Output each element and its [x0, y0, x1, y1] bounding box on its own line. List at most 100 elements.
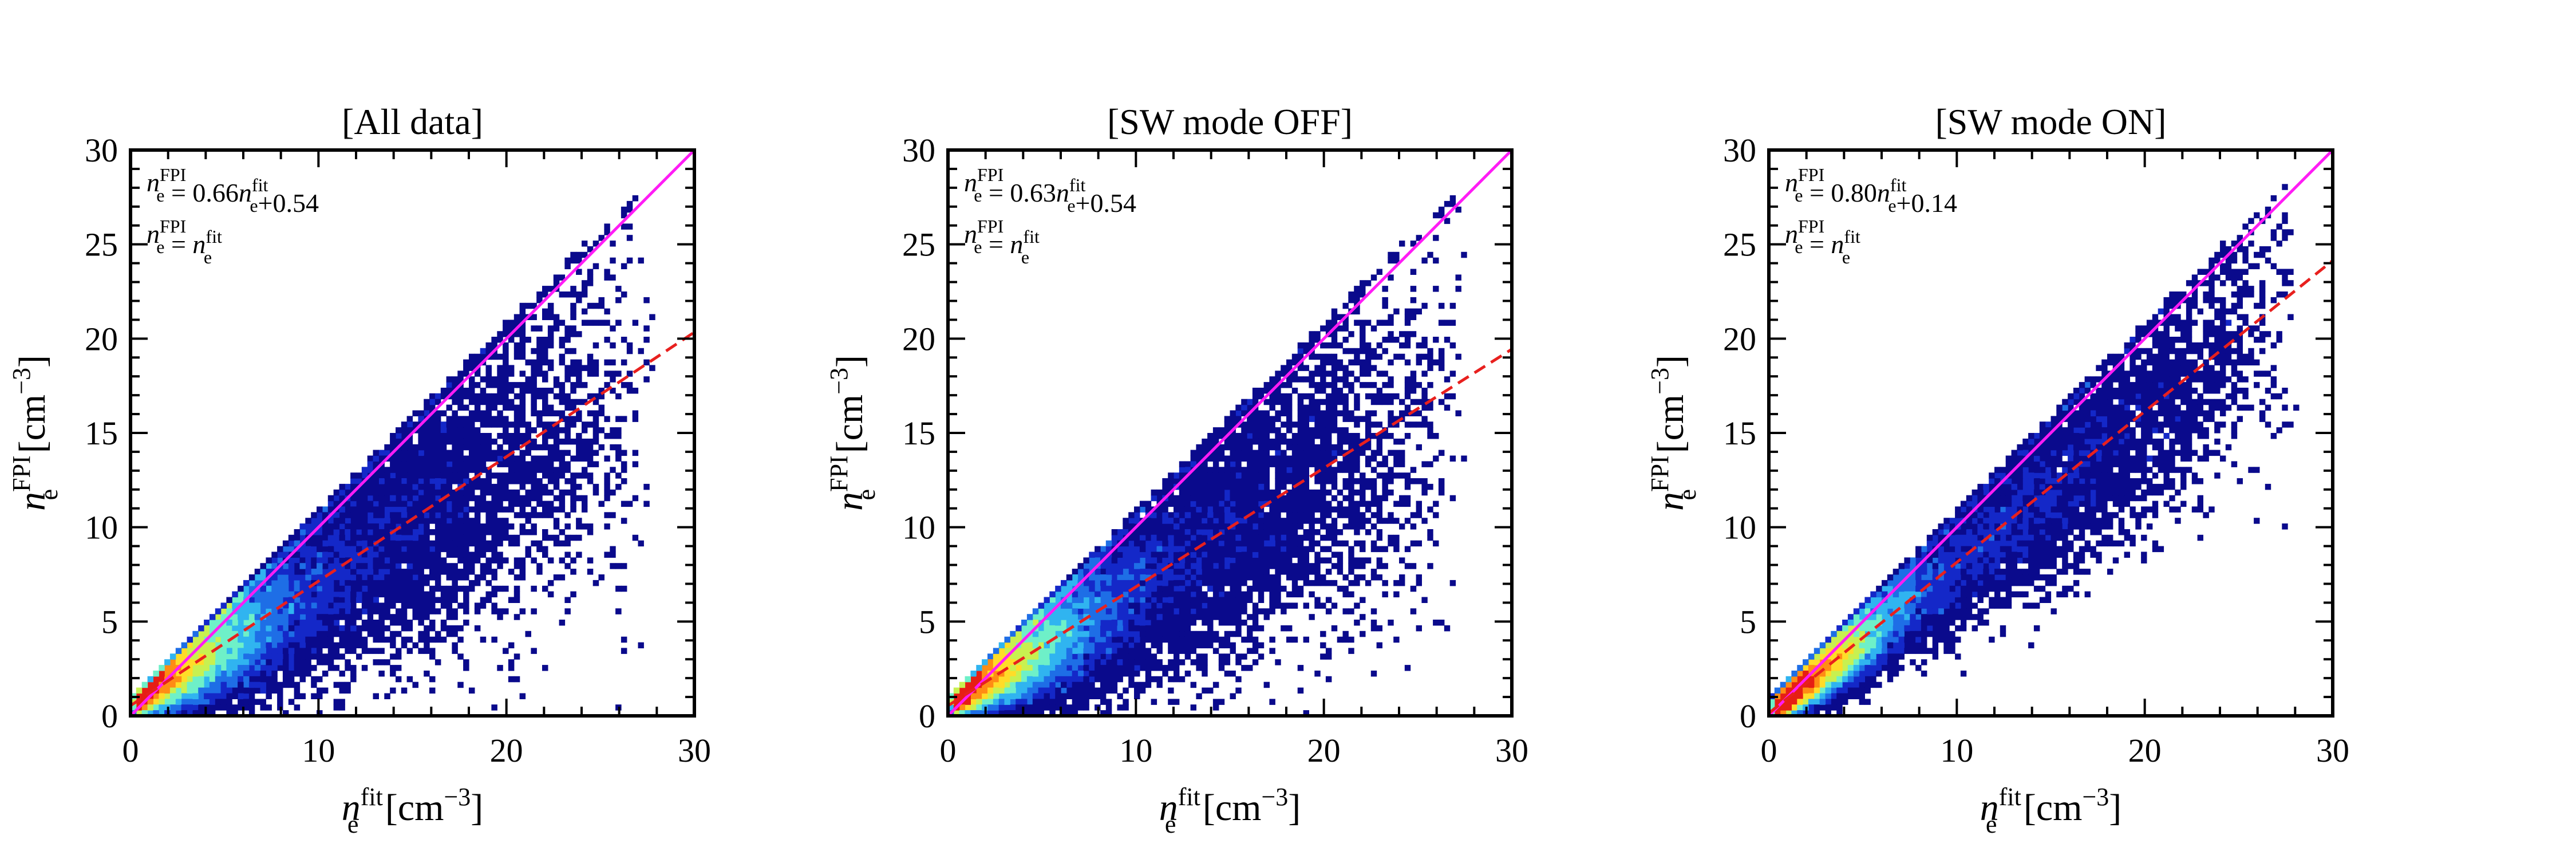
- heatmap-cell: [282, 659, 289, 665]
- heatmap-cell: [390, 591, 396, 598]
- heatmap-cell: [1072, 608, 1078, 614]
- heatmap-cell: [1179, 483, 1186, 490]
- heatmap-cell: [1212, 540, 1219, 547]
- heatmap-cell: [1281, 534, 1287, 541]
- heatmap-cell: [1230, 483, 1236, 490]
- heatmap-cell: [204, 648, 210, 654]
- heatmap-cell: [434, 472, 441, 479]
- heatmap-cell: [542, 489, 548, 496]
- heatmap-cell: [1281, 455, 1287, 462]
- heatmap-cell: [1190, 642, 1196, 649]
- heatmap-cell: [356, 585, 362, 592]
- heatmap-cell: [491, 506, 497, 513]
- heatmap-cell: [378, 512, 385, 518]
- heatmap-cell: [1416, 501, 1422, 507]
- heatmap-cell: [536, 348, 543, 354]
- heatmap-cell: [1202, 653, 1208, 660]
- heatmap-cell: [463, 540, 469, 547]
- heatmap-cell: [350, 506, 357, 513]
- heatmap-cell: [1224, 540, 1231, 547]
- heatmap-cell: [604, 455, 610, 462]
- heatmap-cell: [434, 478, 441, 484]
- heatmap-cell: [1083, 648, 1089, 654]
- heatmap-cell: [288, 659, 295, 665]
- heatmap-cell: [396, 557, 402, 564]
- heatmap-cell: [204, 631, 210, 637]
- heatmap-cell: [1224, 416, 1231, 422]
- heatmap-cell: [333, 489, 340, 496]
- heatmap-cell: [485, 444, 492, 451]
- heatmap-cell: [271, 580, 278, 586]
- heatmap-cell: [406, 540, 413, 547]
- heatmap-cell: [446, 421, 453, 428]
- heatmap-cell: [282, 546, 289, 553]
- heatmap-cell: [434, 631, 441, 637]
- heatmap-cell: [1196, 631, 1202, 637]
- heatmap-cell: [1252, 551, 1259, 558]
- heatmap-cell: [1174, 614, 1180, 620]
- heatmap-cell: [1404, 308, 1411, 315]
- heatmap-cell: [350, 478, 357, 484]
- heatmap-cell: [282, 569, 289, 575]
- heatmap-cell: [1325, 676, 1332, 683]
- heatmap-cell: [1179, 534, 1186, 541]
- heatmap-cell: [1095, 620, 1101, 626]
- heatmap-cell: [1421, 483, 1428, 490]
- heatmap-cell: [1224, 563, 1231, 569]
- heatmap-cell: [440, 569, 447, 575]
- heatmap-cell: [1095, 653, 1101, 660]
- heatmap-cell: [491, 472, 497, 479]
- heatmap-cell: [1325, 427, 1332, 434]
- heatmap-cell: [429, 489, 436, 496]
- heatmap-cell: [350, 636, 357, 643]
- heatmap-cell: [1026, 636, 1033, 643]
- heatmap-cell: [238, 665, 244, 671]
- heatmap-cell: [1117, 648, 1123, 654]
- heatmap-cell: [1077, 653, 1084, 660]
- heatmap-cell: [1196, 551, 1202, 558]
- heatmap-cell: [1241, 518, 1247, 524]
- heatmap-cell: [452, 591, 458, 598]
- heatmap-cell: [1202, 602, 1208, 609]
- heatmap-cell: [266, 614, 272, 620]
- heatmap-cell: [632, 450, 639, 456]
- heatmap-cell: [542, 342, 548, 349]
- heatmap-cell: [305, 620, 311, 626]
- heatmap-cell: [1354, 489, 1360, 496]
- heatmap-cell: [1376, 421, 1382, 428]
- heatmap-cell: [232, 602, 238, 609]
- heatmap-cell: [1095, 602, 1101, 609]
- heatmap-cell: [277, 569, 283, 575]
- heatmap-cell: [519, 693, 526, 699]
- heatmap-cell: [1202, 478, 1208, 484]
- heatmap-cell: [248, 681, 255, 688]
- heatmap-cell: [277, 693, 283, 699]
- heatmap-cell: [1252, 580, 1259, 586]
- heatmap-cell: [480, 450, 487, 456]
- heatmap-cell: [446, 455, 453, 462]
- heatmap-cell: [266, 557, 272, 564]
- heatmap-cell: [299, 523, 306, 530]
- heatmap-cell: [1252, 483, 1259, 490]
- heatmap-cell: [1151, 659, 1157, 665]
- heatmap-cell: [390, 687, 396, 694]
- heatmap-cell: [598, 501, 605, 507]
- heatmap-cell: [1139, 625, 1146, 632]
- heatmap-cell: [333, 591, 340, 598]
- heatmap-cell: [1258, 388, 1265, 394]
- heatmap-cell: [513, 653, 520, 660]
- heatmap-cell: [457, 416, 464, 422]
- heatmap-cell: [418, 608, 424, 614]
- heatmap-cell: [1162, 523, 1168, 530]
- heatmap-cell: [1258, 557, 1265, 564]
- heatmap-cell: [1269, 455, 1275, 462]
- heatmap-cell: [965, 704, 971, 711]
- heatmap-cell: [1100, 636, 1107, 643]
- heatmap-cell: [1438, 320, 1445, 326]
- heatmap-cell: [1354, 529, 1360, 535]
- heatmap-cell: [1044, 653, 1050, 660]
- heatmap-cell: [1258, 472, 1265, 479]
- heatmap-cell: [1314, 404, 1321, 411]
- heatmap-cell: [965, 699, 971, 705]
